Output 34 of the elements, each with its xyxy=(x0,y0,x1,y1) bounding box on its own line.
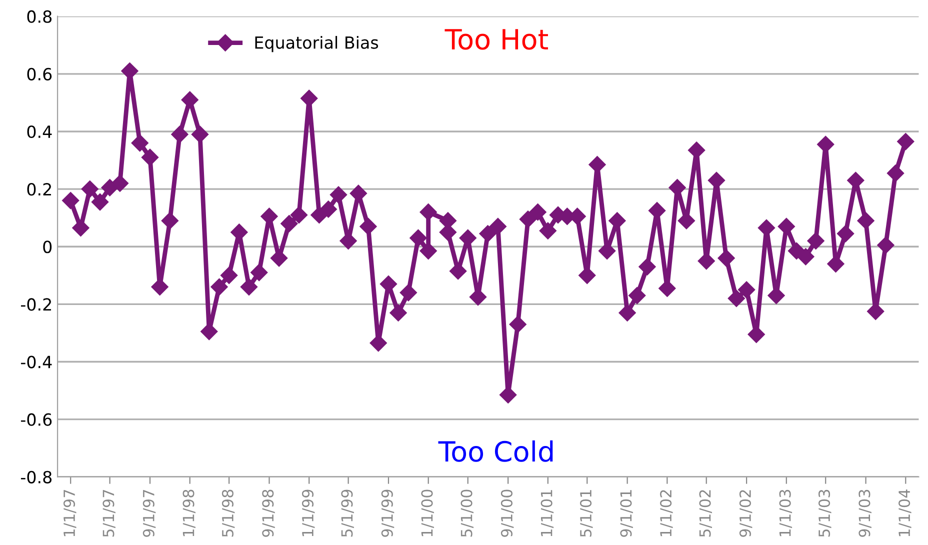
x-tick-label: 9/1/99 xyxy=(381,490,394,537)
x-tick-label: 5/1/02 xyxy=(699,490,712,537)
x-tick-label: 9/1/98 xyxy=(262,490,275,537)
y-tick-label: 0 xyxy=(43,240,52,254)
x-tick-label: 9/1/03 xyxy=(858,490,872,537)
annotation: Too Cold xyxy=(438,440,553,462)
x-tick-label: 9/1/00 xyxy=(500,490,514,537)
x-tick-label: 5/1/00 xyxy=(460,490,474,537)
y-tick-label: 0.4 xyxy=(27,125,52,138)
x-tick-label: 1/1/00 xyxy=(421,490,434,536)
y-tick-label: -0.2 xyxy=(20,298,52,311)
x-tick-label: 1/1/03 xyxy=(779,490,792,536)
x-tick-label: 1/1/01 xyxy=(540,490,554,536)
x-tick-label: 1/1/99 xyxy=(302,490,315,536)
x-tick-label: 9/1/01 xyxy=(620,490,633,537)
x-tick-label: 1/1/04 xyxy=(898,490,912,536)
x-tick-label: 9/1/02 xyxy=(739,490,752,537)
x-tick-label: 5/1/97 xyxy=(102,490,116,537)
y-tick-label: 0.6 xyxy=(27,68,52,80)
y-tick-label: 0.2 xyxy=(27,183,52,196)
x-tick-label: 1/1/02 xyxy=(660,490,673,536)
legend-label: Equatorial Bias xyxy=(255,36,378,52)
x-tick-label: 5/1/03 xyxy=(818,490,832,537)
x-tick-label: 5/1/99 xyxy=(341,490,354,537)
x-tick-label: 1/1/98 xyxy=(182,490,196,536)
annotation: Too Hot xyxy=(444,29,548,50)
y-tick-label: 0.8 xyxy=(27,10,52,23)
x-tick-label: 9/1/97 xyxy=(142,490,156,537)
y-tick-label: -0.8 xyxy=(20,470,52,484)
y-tick-label: -0.4 xyxy=(20,356,52,368)
x-tick-label: 1/1/97 xyxy=(63,490,76,536)
x-tick-label: 5/1/98 xyxy=(222,490,235,537)
y-tick-label: -0.6 xyxy=(20,413,52,426)
x-tick-label: 5/1/01 xyxy=(580,490,593,537)
